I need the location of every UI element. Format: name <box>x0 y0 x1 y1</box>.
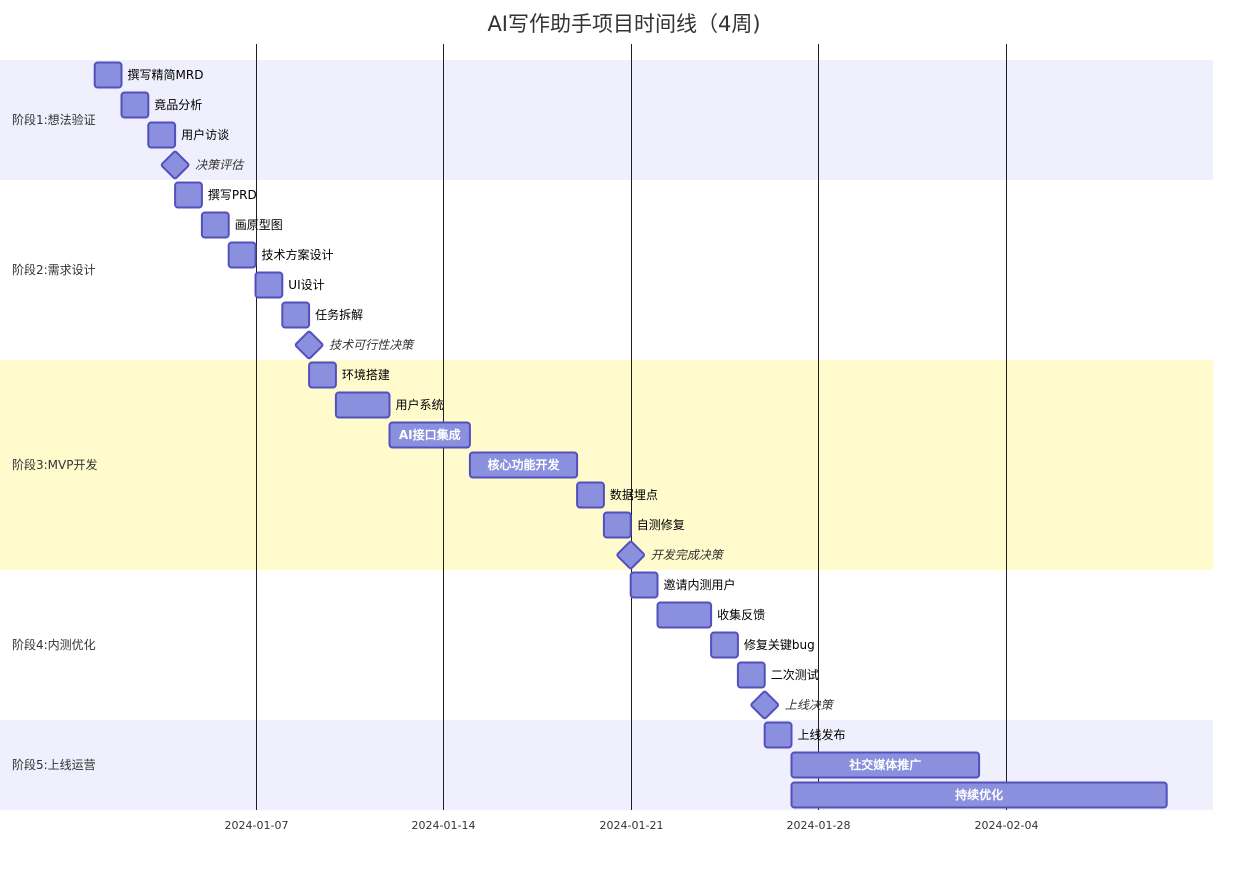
section-band <box>0 570 1213 720</box>
x-tick-label: 2024-02-04 <box>975 819 1039 832</box>
task-bar <box>281 301 311 329</box>
task-bar <box>227 241 257 269</box>
task-label: 技术方案设计 <box>262 247 334 262</box>
task-label: 持续优化 <box>955 787 1003 802</box>
task-label: 邀请内测用户 <box>664 577 736 592</box>
task-bar <box>736 661 766 689</box>
section-label: 阶段2:需求设计 <box>12 262 96 277</box>
task-label: 用户系统 <box>396 397 444 412</box>
milestone-marker <box>294 330 324 360</box>
milestone-label: 开发完成决策 <box>651 548 725 562</box>
task-bar <box>308 361 337 389</box>
task-label: 修复关键bug <box>744 637 815 652</box>
task-label: 收集反馈 <box>717 607 765 622</box>
section-label: 阶段5:上线运营 <box>12 757 96 772</box>
task-bar <box>602 511 632 539</box>
section-bands <box>0 60 1213 810</box>
task-label: 上线发布 <box>798 727 846 742</box>
task-label: UI设计 <box>288 278 324 292</box>
task-label: 任务拆解 <box>315 307 363 322</box>
milestone-marker <box>616 540 646 570</box>
section-band <box>0 180 1213 360</box>
task-bar <box>790 781 1168 809</box>
section-label: 阶段4:内测优化 <box>12 637 96 652</box>
task-bar <box>388 421 471 449</box>
section-band <box>0 360 1213 570</box>
section-band <box>0 60 1213 180</box>
task-label: 自测修复 <box>637 517 685 532</box>
milestone-label: 技术可行性决策 <box>329 338 415 352</box>
section-label: 阶段1:想法验证 <box>12 112 96 127</box>
milestone-marker <box>750 690 780 720</box>
task-bar <box>468 451 579 479</box>
task-bar <box>120 91 150 119</box>
task-bar <box>200 211 230 239</box>
task-label: 环境搭建 <box>342 367 390 382</box>
task-label: 数据埋点 <box>610 487 658 502</box>
task-label: 竟品分析 <box>154 98 202 112</box>
task-bar <box>790 751 981 779</box>
x-tick-label: 2024-01-28 <box>787 819 851 832</box>
chart-title: AI写作助手项目时间线（4周) <box>487 12 760 36</box>
x-axis-ticks: 2024-01-07 2024-01-14 2024-01-21 2024-01-28… <box>225 819 1039 832</box>
task-bar <box>254 271 284 299</box>
task-bar <box>576 481 605 509</box>
x-tick-label: 2024-01-21 <box>600 819 664 832</box>
task-label: 社交媒体推广 <box>848 757 921 772</box>
x-tick-label: 2024-01-07 <box>225 819 289 832</box>
task-label: 核心功能开发 <box>487 457 560 472</box>
x-tick-label: 2024-01-14 <box>412 819 476 832</box>
task-label: 撰写PRD <box>208 188 257 202</box>
task-bar <box>147 121 177 149</box>
task-bar <box>334 391 391 419</box>
task-label: 撰写精简MRD <box>128 68 204 82</box>
task-bar <box>763 721 793 749</box>
task-bar <box>93 61 123 89</box>
task-label: 二次测试 <box>771 667 819 682</box>
task-label: AI接口集成 <box>399 427 461 442</box>
milestone-marker <box>160 150 190 180</box>
task-label: 画原型图 <box>235 218 283 232</box>
task-bar <box>629 571 659 599</box>
section-label: 阶段3:MVP开发 <box>12 457 97 472</box>
milestone-label: 上线决策 <box>785 698 835 712</box>
milestone-label: 决策评估 <box>195 158 245 172</box>
task-label: 用户访谈 <box>181 127 229 142</box>
section-labels: 阶段1:想法验证阶段2:需求设计阶段3:MVP开发阶段4:内测优化阶段5:上线运… <box>12 112 97 772</box>
task-bar <box>656 601 713 629</box>
task-bar <box>174 181 203 209</box>
task-bar <box>710 631 739 659</box>
